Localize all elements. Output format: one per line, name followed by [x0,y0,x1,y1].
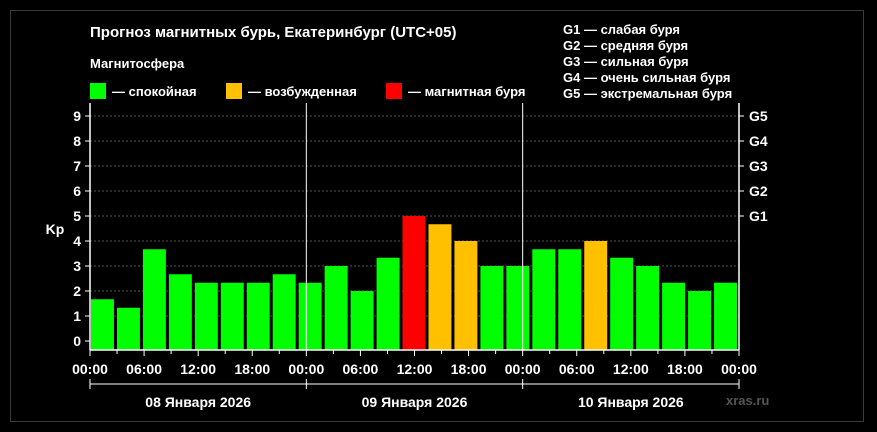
g-tick-label: G5 [749,108,768,124]
g-legend-item: G2 — средняя буря [563,38,689,53]
y-tick-label: 2 [73,283,81,299]
y-tick-label: 5 [73,208,81,224]
kp-bar [298,282,322,350]
legend-label-storm: — магнитная буря [408,83,526,99]
day-label: 08 Января 2026 [145,394,251,410]
legend-swatch-storm [386,83,402,99]
chart-frame [10,10,864,422]
x-tick-label: 12:00 [613,361,649,377]
kp-bar [402,216,426,350]
g-tick-label: G2 [749,183,768,199]
kp-bar [558,249,582,350]
y-tick-label: 8 [73,133,81,149]
x-tick-label: 18:00 [667,361,703,377]
g-tick-label: G4 [749,133,768,149]
kp-bar [324,266,348,350]
y-tick-label: 0 [73,333,81,349]
kp-bar [142,249,166,350]
legend-label-unsettled: — возбужденная [248,83,357,99]
kp-bar [454,241,478,350]
kp-bar [662,282,686,350]
x-tick-label: 18:00 [234,361,270,377]
x-tick-label: 00:00 [721,361,757,377]
day-label: 10 Января 2026 [578,394,684,410]
legend-item-storm: — магнитная буря [386,82,525,100]
legend-swatch-unsettled [226,83,242,99]
kp-bar [584,241,608,350]
y-tick-label: 1 [73,308,81,324]
g-tick-label: G3 [749,158,768,174]
kp-bar [532,249,556,350]
kp-bar [636,266,660,350]
x-tick-label: 12:00 [397,361,433,377]
kp-bar [168,274,192,350]
y-tick-label: 3 [73,258,81,274]
kp-bar [714,282,737,350]
g-legend-item: G5 — экстремальная буря [563,86,733,101]
kp-bar [506,266,530,350]
kp-bar [220,282,244,350]
watermark: xras.ru [726,393,770,408]
kp-bar [246,282,270,350]
x-tick-label: 06:00 [559,361,595,377]
kp-bar [272,274,296,350]
legend-swatch-quiet [90,83,106,99]
kp-bar [610,257,634,350]
kp-bar [194,282,218,350]
legend-item-quiet: — спокойная [90,82,197,100]
x-tick-label: 00:00 [288,361,324,377]
y-tick-label: 9 [73,108,81,124]
axes-group: 0 1 2 3 4 5 6 7 8 9 G1 G2 G3 G4 G5 00:00 06:00 12:00 18:00… [72,103,768,410]
kp-bar [91,299,114,350]
kp-bar [116,307,140,350]
kp-bar [428,224,452,350]
legend-item-unsettled: — возбужденная [226,82,357,100]
g-legend-item: G3 — сильная буря [563,54,689,69]
x-tick-label: 00:00 [72,361,108,377]
day-label: 09 Января 2026 [362,394,468,410]
y-tick-label: 6 [73,183,81,199]
g-legend-item: G1 — слабая буря [563,22,681,37]
chart-title: Прогноз магнитных бурь, Екатеринбург (UT… [90,24,457,41]
x-tick-label: 06:00 [126,361,162,377]
legend-subtitle: Магнитосфера [90,56,185,71]
kp-bar [480,266,504,350]
y-tick-label: 7 [73,158,81,174]
kp-bar [376,257,400,350]
y-tick-label: 4 [73,233,81,249]
x-tick-label: 00:00 [505,361,541,377]
x-tick-label: 18:00 [451,361,487,377]
x-tick-label: 06:00 [343,361,379,377]
legend-label-quiet: — спокойная [112,83,197,99]
y-axis-label: Kp [46,221,65,237]
bars-group [91,216,737,350]
kp-bar [350,291,374,350]
x-tick-label: 12:00 [180,361,216,377]
kp-bar [688,291,712,350]
g-tick-label: G1 [749,208,768,224]
g-legend-item: G4 — очень сильная буря [563,70,731,85]
g-scale-legend: G1 — слабая буря G2 — средняя буря G3 — … [563,22,732,102]
